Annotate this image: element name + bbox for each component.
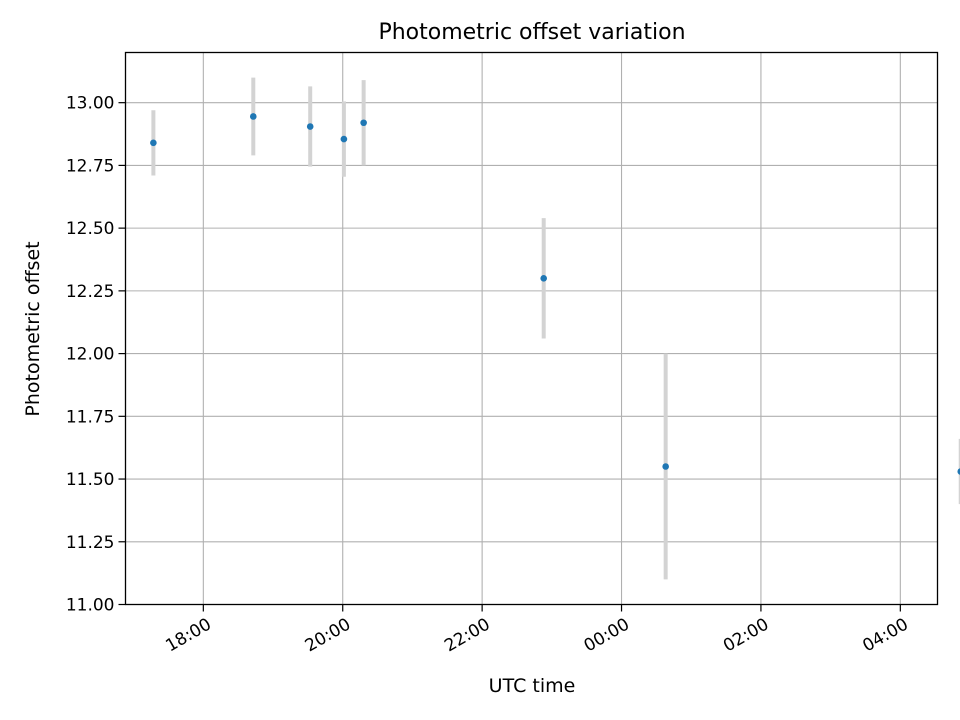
data-point bbox=[360, 119, 367, 127]
y-axis-ticks: 11.00 11.25 11.50 11.75 12.00 12.25 12.50 12.75… bbox=[66, 94, 126, 616]
y-tick-label: 12.50 bbox=[66, 219, 115, 239]
chart-title: Photometric offset variation bbox=[378, 20, 685, 45]
data-point bbox=[957, 468, 960, 475]
data-point bbox=[249, 113, 257, 120]
data-point bbox=[540, 275, 547, 282]
y-tick-label: 13.00 bbox=[66, 94, 115, 114]
y-axis-label: Photometric offset bbox=[22, 241, 44, 416]
axes-frame bbox=[124, 51, 939, 606]
y-tick-label: 12.75 bbox=[66, 156, 115, 176]
x-axis-label: UTC time bbox=[489, 675, 576, 697]
data-point bbox=[662, 463, 669, 470]
data-points bbox=[150, 113, 960, 475]
y-tick-label: 11.25 bbox=[66, 533, 115, 553]
y-tick-label: 11.75 bbox=[66, 407, 115, 427]
grid-lines bbox=[125, 52, 938, 606]
data-point bbox=[340, 135, 348, 143]
data-point bbox=[306, 123, 314, 130]
data-point bbox=[150, 139, 157, 147]
plot-area bbox=[124, 51, 960, 606]
y-tick-label: 11.00 bbox=[66, 596, 115, 616]
y-tick-label: 12.00 bbox=[66, 345, 115, 365]
y-tick-label: 12.25 bbox=[66, 282, 115, 302]
y-tick-label: 11.50 bbox=[66, 470, 115, 490]
